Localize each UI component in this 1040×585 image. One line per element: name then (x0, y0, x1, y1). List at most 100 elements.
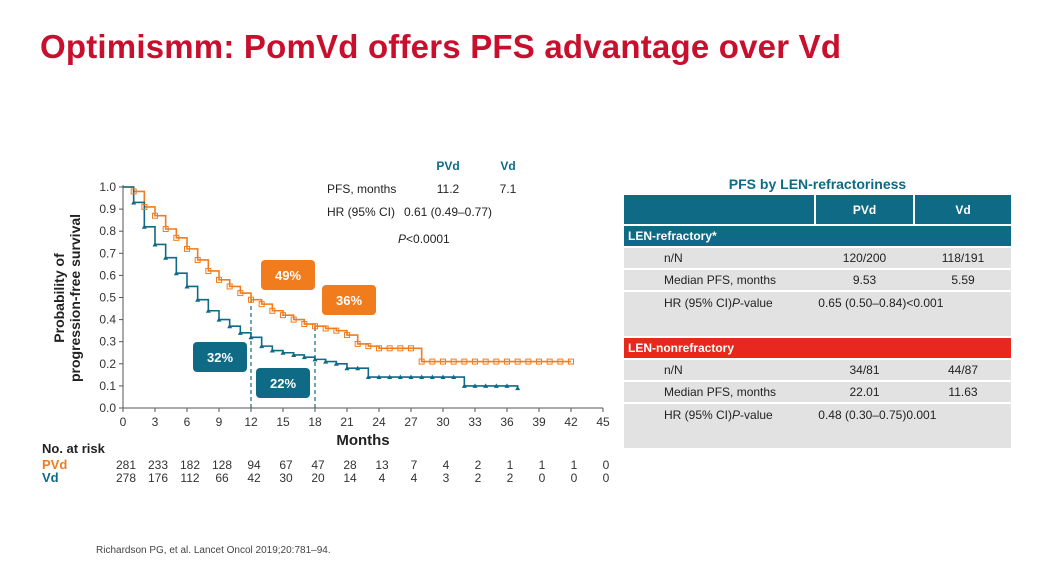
at-risk-value: 3 (443, 471, 450, 485)
censor-mark-pvd (429, 358, 436, 365)
at-risk-value: 47 (311, 458, 325, 472)
row-label: Median PFS, months (664, 273, 777, 287)
at-risk-value: 42 (247, 471, 261, 485)
censor-mark-pvd (418, 358, 425, 365)
at-risk-value: 278 (116, 471, 136, 485)
censor-mark-vd (291, 352, 297, 357)
y-tick-label: 0.0 (99, 401, 116, 415)
censor-mark-vd (173, 270, 179, 276)
slide-title: Optimismm: PomVd offers PFS advantage ov… (40, 28, 842, 65)
censor-mark-vd (461, 383, 467, 388)
censor-mark-pvd (141, 203, 148, 210)
y-axis-title: Probability ofprogression-free survival (51, 214, 83, 382)
at-risk-value: 66 (215, 471, 229, 485)
annotation-box (261, 260, 315, 290)
censor-mark-pvd (344, 332, 350, 339)
cell-pvd: 9.53 (852, 273, 877, 287)
len-refractoriness-table: PFS by LEN-refractoriness PVd Vd LEN-ref… (624, 173, 1011, 448)
censor-mark-pvd (546, 358, 553, 365)
censor-mark-vd (227, 323, 233, 329)
at-risk-value: 67 (279, 458, 293, 472)
censor-mark-vd (205, 308, 211, 313)
censor-mark-vd (301, 354, 307, 360)
censor-mark-vd (504, 383, 510, 388)
x-tick-label: 9 (216, 415, 223, 429)
at-risk-value: 30 (279, 471, 293, 485)
hr-values: 0.48 (0.30–0.75) 0.001 (814, 404, 1011, 422)
censor-mark-pvd (322, 325, 329, 332)
p-value: <0.001 (906, 296, 944, 310)
km-chart: 0.00.10.20.30.40.50.60.70.80.91.00 3 6 9 12 1… (42, 159, 610, 485)
cell-vd: 118/191 (941, 251, 985, 265)
x-tick-label: 15 (276, 415, 290, 429)
censor-mark-pvd (536, 358, 542, 365)
pvalue-label-p: P (732, 408, 741, 422)
censor-mark-pvd (333, 327, 340, 334)
row-label: Median PFS, months (664, 385, 777, 399)
censor-mark-vd (493, 383, 499, 388)
table-title: PFS by LEN-refractoriness (728, 176, 907, 192)
at-risk-value: 1 (507, 458, 514, 472)
table-row: Median PFS, months 22.01 11.63 (624, 382, 1011, 402)
censor-mark-pvd (450, 358, 457, 365)
table-row: n/N 120/200 118/191 (624, 248, 1011, 268)
header-pvd: PVd (816, 195, 913, 224)
censor-mark-pvd (290, 316, 297, 323)
at-risk-value: 4 (411, 471, 418, 485)
y-tick-label: 0.9 (99, 202, 116, 216)
hr-values: 0.65 (0.50–0.84) <0.001 (814, 292, 1011, 310)
at-risk-label-pvd: PVd (42, 457, 67, 472)
censor-mark-pvd (482, 358, 489, 365)
annotation-box (322, 285, 376, 315)
censor-mark-vd (515, 385, 521, 391)
stats-value-pvd: 0.61 (0.49–0.77) (404, 205, 492, 219)
censor-mark-pvd (504, 358, 510, 365)
at-risk-value: 20 (311, 471, 325, 485)
at-risk-value: 128 (212, 458, 232, 472)
x-tick-label: 30 (436, 415, 450, 429)
pvalue-label-rest: -value (740, 296, 773, 310)
at-risk-value: 0 (603, 471, 610, 485)
censor-mark-vd (451, 374, 457, 380)
table-header-row: PVd Vd (624, 195, 1011, 224)
row-label: n/N (664, 363, 683, 377)
censor-mark-vd (483, 383, 489, 388)
at-risk-value: 0 (603, 458, 610, 472)
y-tick-label: 1.0 (99, 180, 116, 194)
hr-value: 0.48 (0.30–0.75) (818, 408, 907, 422)
at-risk-value: 1 (571, 458, 578, 472)
y-tick-label: 0.2 (99, 357, 116, 371)
censor-mark-pvd (397, 345, 404, 352)
cell-pvd: 120/200 (842, 251, 887, 265)
p-value: 0.001 (906, 408, 937, 422)
stats-value-pvd: 11.2 (437, 182, 460, 196)
x-tick-label: 21 (340, 415, 354, 429)
censor-mark-pvd (226, 283, 233, 290)
censor-mark-vd (419, 374, 425, 380)
censor-mark-pvd (205, 267, 212, 274)
header-vd: Vd (915, 195, 1011, 224)
stats-pvalue: P<0.0001 (398, 232, 450, 246)
group-len-refractory: LEN-refractory* (624, 226, 1011, 246)
citation: Richardson PG, et al. Lancet Oncol 2019;… (96, 545, 331, 556)
at-risk-label-vd: Vd (42, 470, 59, 485)
censor-mark-vd (387, 374, 393, 380)
censor-mark-pvd (568, 358, 574, 365)
x-tick-label: 42 (564, 415, 578, 429)
y-tick-label: 0.5 (99, 291, 116, 305)
censor-mark-pvd (248, 296, 254, 303)
stats-value-vd: 7.1 (500, 182, 517, 196)
censor-mark-pvd (237, 290, 244, 297)
table-row: Median PFS, months 9.53 5.59 (624, 270, 1011, 290)
censor-mark-pvd (173, 234, 180, 241)
at-risk-title: No. at risk (42, 441, 106, 456)
stats-pvalue-rest: <0.0001 (406, 232, 450, 246)
at-risk-value: 281 (116, 458, 136, 472)
cell-pvd: 22.01 (849, 385, 880, 399)
stats-col-pvd: PVd (436, 159, 459, 173)
stats-col-vd: Vd (500, 159, 515, 173)
censor-mark-pvd (162, 225, 169, 232)
hr-value: 0.65 (0.50–0.84) (818, 296, 907, 310)
at-risk-value: 14 (343, 471, 357, 485)
censor-mark-vd (323, 359, 329, 364)
